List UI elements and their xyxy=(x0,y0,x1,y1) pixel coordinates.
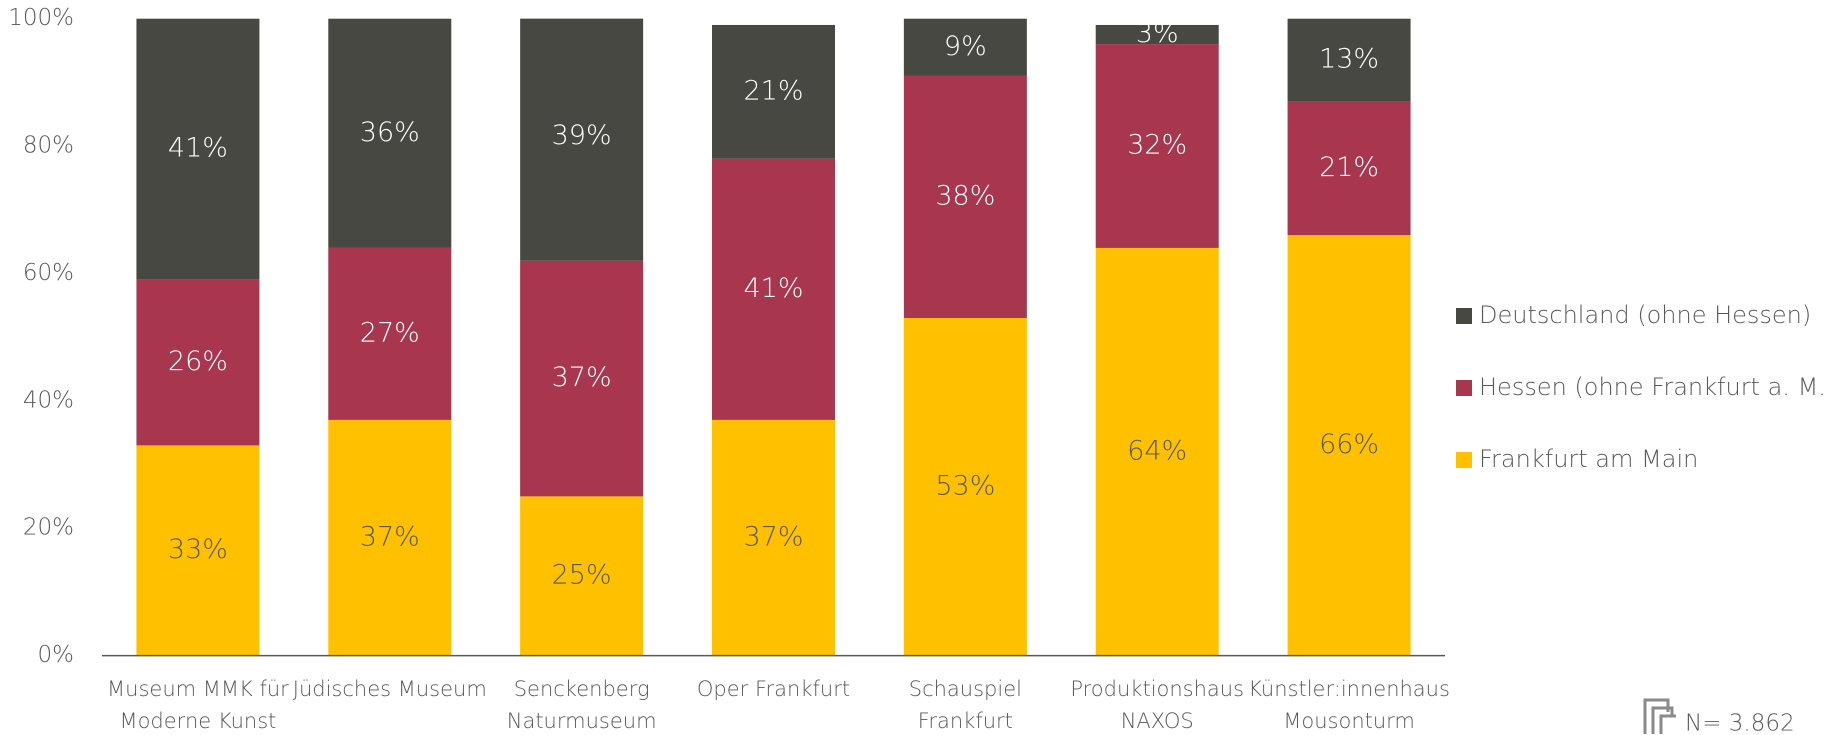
data-label: 26% xyxy=(168,346,228,377)
x-tick-label: Museum MMK für xyxy=(107,677,289,701)
data-label: 32% xyxy=(1127,130,1187,161)
legend-swatch xyxy=(1456,308,1472,324)
data-label: 39% xyxy=(552,120,612,151)
data-label: 37% xyxy=(743,521,803,552)
data-label: 25% xyxy=(552,559,612,590)
y-tick-label: 0% xyxy=(38,642,75,668)
data-label: 21% xyxy=(1319,152,1379,183)
x-tick-label: Naturmuseum xyxy=(507,709,657,733)
data-label: 41% xyxy=(168,133,228,164)
x-tick-label: Mousonturm xyxy=(1283,709,1415,733)
x-tick-label: Senckenberg xyxy=(514,677,650,701)
data-label: 66% xyxy=(1319,429,1379,460)
y-tick-label: 80% xyxy=(23,133,74,159)
x-tick-label: NAXOS xyxy=(1121,709,1194,733)
y-tick-label: 100% xyxy=(8,5,74,31)
x-tick-label: Moderne Kunst xyxy=(119,709,276,733)
data-label: 64% xyxy=(1127,435,1187,466)
x-tick-label: Schauspiel xyxy=(909,677,1022,701)
data-label: 9% xyxy=(944,31,987,62)
data-label: 41% xyxy=(743,273,803,304)
bar-segment xyxy=(712,419,835,656)
bar-segment xyxy=(1095,24,1219,45)
x-tick-label: Künstler:innenhaus xyxy=(1248,677,1450,701)
legend-label: Deutschland (ohne Hessen) xyxy=(1479,301,1811,329)
bar-segment xyxy=(520,18,644,261)
bar-segment xyxy=(903,75,1027,318)
bar-segment xyxy=(328,419,452,656)
y-tick-label: 20% xyxy=(23,515,74,541)
x-tick-label: Produktionshaus xyxy=(1070,677,1244,701)
legend-swatch xyxy=(1456,380,1472,396)
data-label: 36% xyxy=(360,117,420,148)
data-label: 21% xyxy=(743,75,803,106)
data-label: 38% xyxy=(935,180,995,211)
bar-segment xyxy=(328,247,452,420)
bar-segment xyxy=(903,18,1027,76)
bar-segment xyxy=(1287,18,1411,102)
n-icon xyxy=(1643,698,1676,734)
bar-segment xyxy=(1095,44,1219,248)
data-label: 37% xyxy=(360,521,420,552)
data-label: 33% xyxy=(168,534,228,565)
x-tick-label: Frankfurt xyxy=(918,709,1013,733)
y-tick-label: 60% xyxy=(23,260,74,286)
x-tick-label: Jüdisches Museum xyxy=(293,677,487,701)
bar-segment xyxy=(328,18,452,248)
bar-segment xyxy=(136,445,260,656)
data-label: 37% xyxy=(552,362,612,393)
bar-segment xyxy=(136,279,260,446)
data-label: 53% xyxy=(935,470,995,501)
bar-segment xyxy=(903,317,1027,656)
y-tick-label: 40% xyxy=(23,387,74,413)
legend-label: Frankfurt am Main xyxy=(1479,445,1698,473)
bar-segment xyxy=(712,24,835,159)
bar-segment xyxy=(136,18,260,280)
bar-segment xyxy=(520,496,644,656)
x-tick-label: Oper Frankfurt xyxy=(697,677,850,701)
bar-segment xyxy=(1287,101,1411,236)
data-label: 13% xyxy=(1319,44,1379,75)
legend-label: Hessen (ohne Frankfurt a. M.) xyxy=(1479,373,1826,401)
annotation: N= 3.862 xyxy=(1685,711,1795,735)
bar-segment xyxy=(1287,235,1411,656)
bar-segment xyxy=(712,158,835,420)
bars: 33% 26% 41% 37% 27% 36% 25% 37% 39% 37% 41% 21% 53% 3… xyxy=(136,18,1411,656)
bar-segment xyxy=(1095,247,1219,656)
data-label: 27% xyxy=(360,317,420,348)
bar-segment xyxy=(520,260,644,497)
legend-swatch xyxy=(1456,452,1472,468)
data-label: 3% xyxy=(1136,18,1179,49)
